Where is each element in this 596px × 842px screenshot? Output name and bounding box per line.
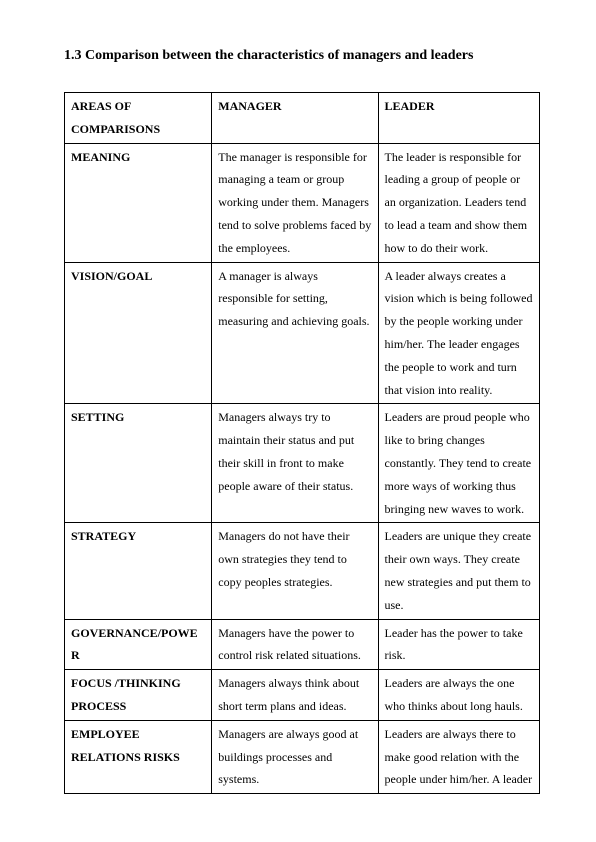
table-row: GOVERNANCE/POWER Managers have the power… (65, 619, 540, 670)
cell-manager: A manager is always responsible for sett… (212, 262, 378, 404)
cell-manager: Managers are always good at buildings pr… (212, 720, 378, 793)
row-area-label: STRATEGY (65, 523, 212, 619)
cell-leader: Leader has the power to take risk. (378, 619, 540, 670)
table-row: SETTING Managers always try to maintain … (65, 404, 540, 523)
table-row: STRATEGY Managers do not have their own … (65, 523, 540, 619)
cell-leader: Leaders are unique they create their own… (378, 523, 540, 619)
col-header-leader: LEADER (378, 93, 540, 144)
row-area-label: SETTING (65, 404, 212, 523)
document-page: 1.3 Comparison between the characteristi… (0, 0, 596, 842)
cell-leader: Leaders are always there to make good re… (378, 720, 540, 793)
col-header-manager: MANAGER (212, 93, 378, 144)
row-area-label: FOCUS /THINKING PROCESS (65, 670, 212, 721)
row-area-label: EMPLOYEE RELATIONS RISKS (65, 720, 212, 793)
row-area-label: MEANING (65, 143, 212, 262)
cell-leader: Leaders are always the one who thinks ab… (378, 670, 540, 721)
table-row: VISION/GOAL A manager is always responsi… (65, 262, 540, 404)
cell-leader: Leaders are proud people who like to bri… (378, 404, 540, 523)
table-row: MEANING The manager is responsible for m… (65, 143, 540, 262)
row-area-label: VISION/GOAL (65, 262, 212, 404)
cell-manager: The manager is responsible for managing … (212, 143, 378, 262)
section-heading: 1.3 Comparison between the characteristi… (64, 48, 540, 64)
col-header-areas: AREAS OF COMPARISONS (65, 93, 212, 144)
cell-leader: A leader always creates a vision which i… (378, 262, 540, 404)
cell-manager: Managers do not have their own strategie… (212, 523, 378, 619)
table-row: EMPLOYEE RELATIONS RISKS Managers are al… (65, 720, 540, 793)
cell-manager: Managers always think about short term p… (212, 670, 378, 721)
table-row: FOCUS /THINKING PROCESS Managers always … (65, 670, 540, 721)
cell-leader: The leader is responsible for leading a … (378, 143, 540, 262)
cell-manager: Managers have the power to control risk … (212, 619, 378, 670)
cell-manager: Managers always try to maintain their st… (212, 404, 378, 523)
table-header-row: AREAS OF COMPARISONS MANAGER LEADER (65, 93, 540, 144)
row-area-label: GOVERNANCE/POWER (65, 619, 212, 670)
comparison-table: AREAS OF COMPARISONS MANAGER LEADER MEAN… (64, 92, 540, 794)
